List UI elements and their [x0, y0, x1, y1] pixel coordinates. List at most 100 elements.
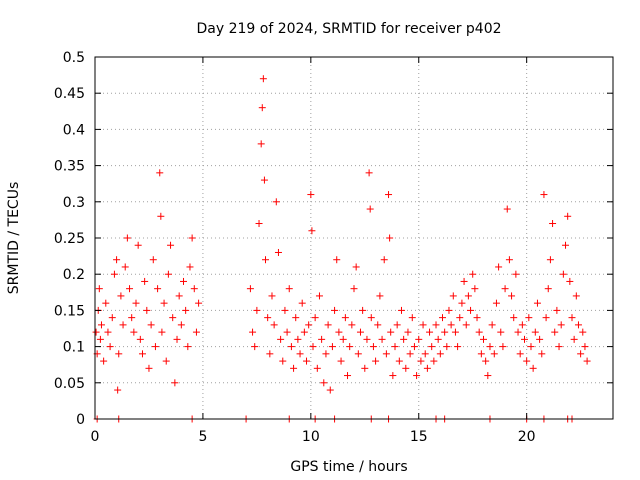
data-point [434, 335, 442, 343]
y-tick-label: 0.4 [63, 122, 85, 138]
data-point [337, 357, 345, 365]
data-point [366, 205, 374, 213]
data-point [95, 285, 103, 293]
data-point [251, 343, 259, 351]
data-point [266, 350, 274, 358]
data-point [117, 292, 125, 300]
data-point [326, 386, 334, 394]
data-point [359, 306, 367, 314]
data-point [285, 285, 293, 293]
data-point [402, 364, 410, 372]
data-point [92, 328, 100, 336]
data-point [164, 270, 172, 278]
data-point [523, 357, 531, 365]
y-tick-label: 0.1 [63, 340, 85, 356]
data-point [292, 314, 300, 322]
data-point [246, 285, 254, 293]
data-point [436, 350, 444, 358]
data-point [382, 350, 390, 358]
data-point [410, 343, 418, 351]
y-tick-label: 0.2 [63, 267, 85, 283]
data-point [423, 364, 431, 372]
data-point [143, 306, 151, 314]
data-point [454, 343, 462, 351]
data-point [413, 372, 421, 380]
data-point [510, 314, 518, 322]
data-point [562, 241, 570, 249]
data-point [307, 191, 315, 199]
data-point [149, 256, 157, 264]
data-point [482, 357, 490, 365]
data-point [546, 256, 554, 264]
data-point [480, 335, 487, 343]
x-tick-label: 20 [518, 429, 536, 445]
data-point [175, 292, 183, 300]
data-point [249, 328, 257, 336]
data-point [192, 328, 200, 336]
data-point [527, 343, 535, 351]
data-point [182, 306, 190, 314]
data-point [400, 335, 408, 343]
data-point [270, 321, 278, 329]
data-point [113, 256, 121, 264]
data-point [184, 343, 192, 351]
data-point [136, 335, 144, 343]
data-point [158, 328, 166, 336]
data-point [324, 321, 332, 329]
data-point [475, 328, 483, 336]
data-point [195, 299, 203, 307]
data-point [283, 328, 291, 336]
data-point [141, 277, 149, 285]
data-point [516, 350, 524, 358]
data-point [553, 306, 561, 314]
data-point [467, 306, 475, 314]
data-point [385, 191, 393, 199]
data-point [566, 277, 574, 285]
data-point [296, 350, 304, 358]
data-point [294, 335, 302, 343]
data-point [253, 306, 261, 314]
data-point [380, 256, 388, 264]
data-point [274, 248, 282, 256]
data-point [462, 321, 470, 329]
data-point [417, 357, 425, 365]
data-point [419, 321, 427, 329]
data-point [352, 263, 360, 271]
data-point [151, 343, 159, 351]
data-point [391, 343, 399, 351]
data-point [361, 364, 369, 372]
data-point [268, 292, 276, 300]
data-point [557, 321, 565, 329]
data-point [536, 335, 544, 343]
data-point [341, 314, 349, 322]
data-point [564, 212, 572, 220]
data-point [406, 350, 414, 358]
y-tick-label: 0.25 [54, 231, 85, 247]
data-point [154, 285, 162, 293]
data-point [350, 285, 358, 293]
data-point [97, 321, 105, 329]
axis-ticks: 0 0.05 0.1 0.15 0.2 0.25 0.3 0.35 0.4 0.45 0.5 0 5 10… [54, 50, 613, 445]
data-point [372, 357, 380, 365]
data-point [100, 357, 108, 365]
data-point [130, 328, 138, 336]
data-point [579, 328, 587, 336]
data-point [121, 263, 129, 271]
data-point [167, 241, 175, 249]
data-point [378, 335, 386, 343]
y-tick-label: 0 [76, 412, 85, 428]
data-point [497, 328, 505, 336]
data-point [572, 292, 580, 300]
data-point [318, 335, 326, 343]
data-point [258, 104, 266, 112]
data-point [570, 335, 578, 343]
data-point [441, 328, 449, 336]
data-point [376, 292, 384, 300]
data-point [477, 350, 485, 358]
y-tick-label: 0.5 [63, 50, 85, 66]
data-point [369, 343, 377, 351]
data-point [138, 350, 146, 358]
data-point [469, 270, 477, 278]
data-point [540, 191, 548, 199]
data-point [501, 285, 509, 293]
